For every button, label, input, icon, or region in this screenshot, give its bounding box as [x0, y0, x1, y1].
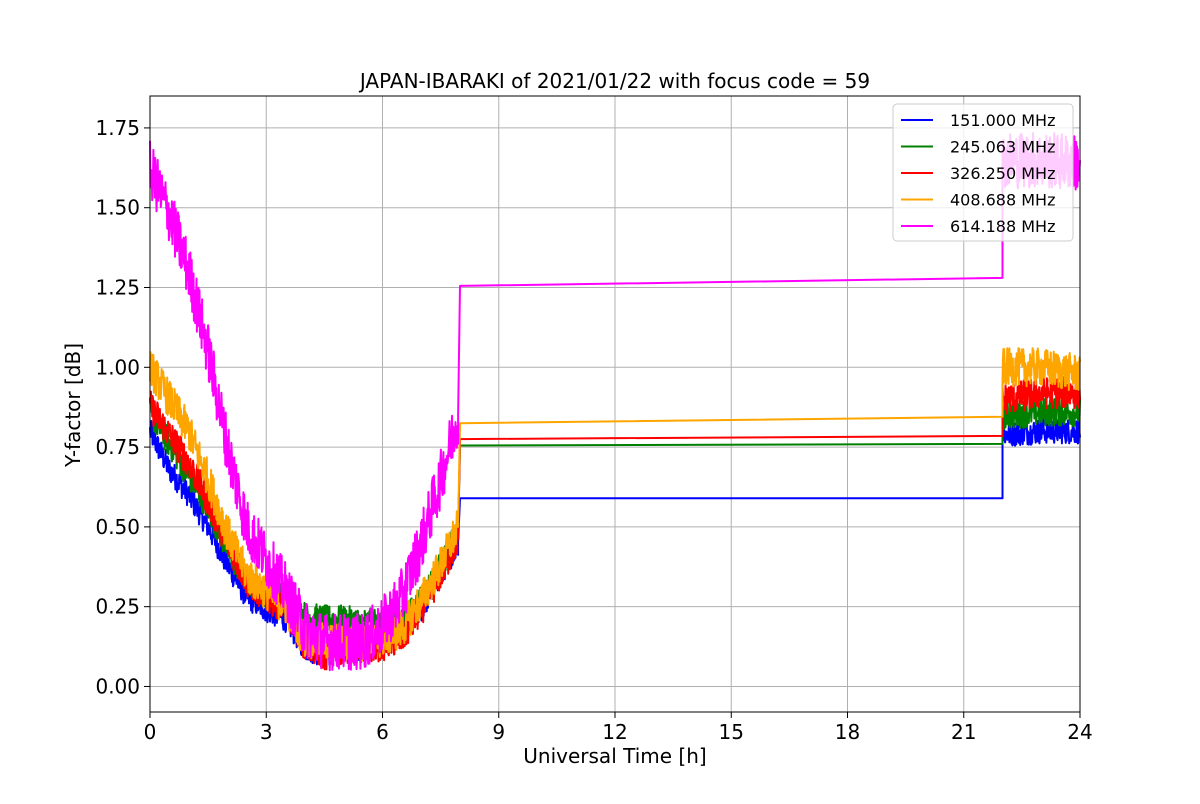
y-tick-label: 1.25 [95, 276, 140, 300]
y-tick-label: 1.75 [95, 116, 140, 140]
y-axis-label: Y-factor [dB] [61, 343, 85, 468]
legend-label: 245.063 MHz [950, 138, 1055, 157]
y-tick-label: 1.00 [95, 355, 140, 379]
y-tick-label: 0.75 [95, 435, 140, 459]
legend: 151.000 MHz 245.063 MHz 326.250 MHz 408.688… [892, 103, 1074, 242]
y-axis-ticks: 0.00 0.25 0.50 0.75 1.00 1.25 1.50 1.75 [95, 116, 150, 698]
x-tick-label: 6 [376, 720, 389, 744]
y-tick-label: 0.50 [95, 515, 140, 539]
legend-box [892, 103, 1074, 242]
chart-title: JAPAN-IBARAKI of 2021/01/22 with focus c… [358, 69, 870, 93]
legend-label: 408.688 MHz [950, 191, 1055, 210]
x-tick-label: 15 [719, 720, 744, 744]
x-tick-label: 3 [260, 720, 273, 744]
y-tick-label: 1.50 [95, 196, 140, 220]
x-tick-label: 21 [951, 720, 976, 744]
y-tick-label: 0.00 [95, 674, 140, 698]
y-tick-label: 0.25 [95, 595, 140, 619]
legend-label: 326.250 MHz [950, 164, 1055, 183]
x-tick-label: 0 [144, 720, 157, 744]
x-axis-label: Universal Time [h] [523, 744, 706, 768]
legend-label: 614.188 MHz [950, 217, 1055, 236]
legend-label: 151.000 MHz [950, 111, 1055, 130]
x-tick-label: 18 [835, 720, 860, 744]
x-tick-label: 24 [1067, 720, 1092, 744]
x-axis-ticks: 0 3 6 9 12 15 18 21 24 [144, 712, 1093, 744]
x-tick-label: 9 [492, 720, 505, 744]
x-tick-label: 12 [602, 720, 627, 744]
